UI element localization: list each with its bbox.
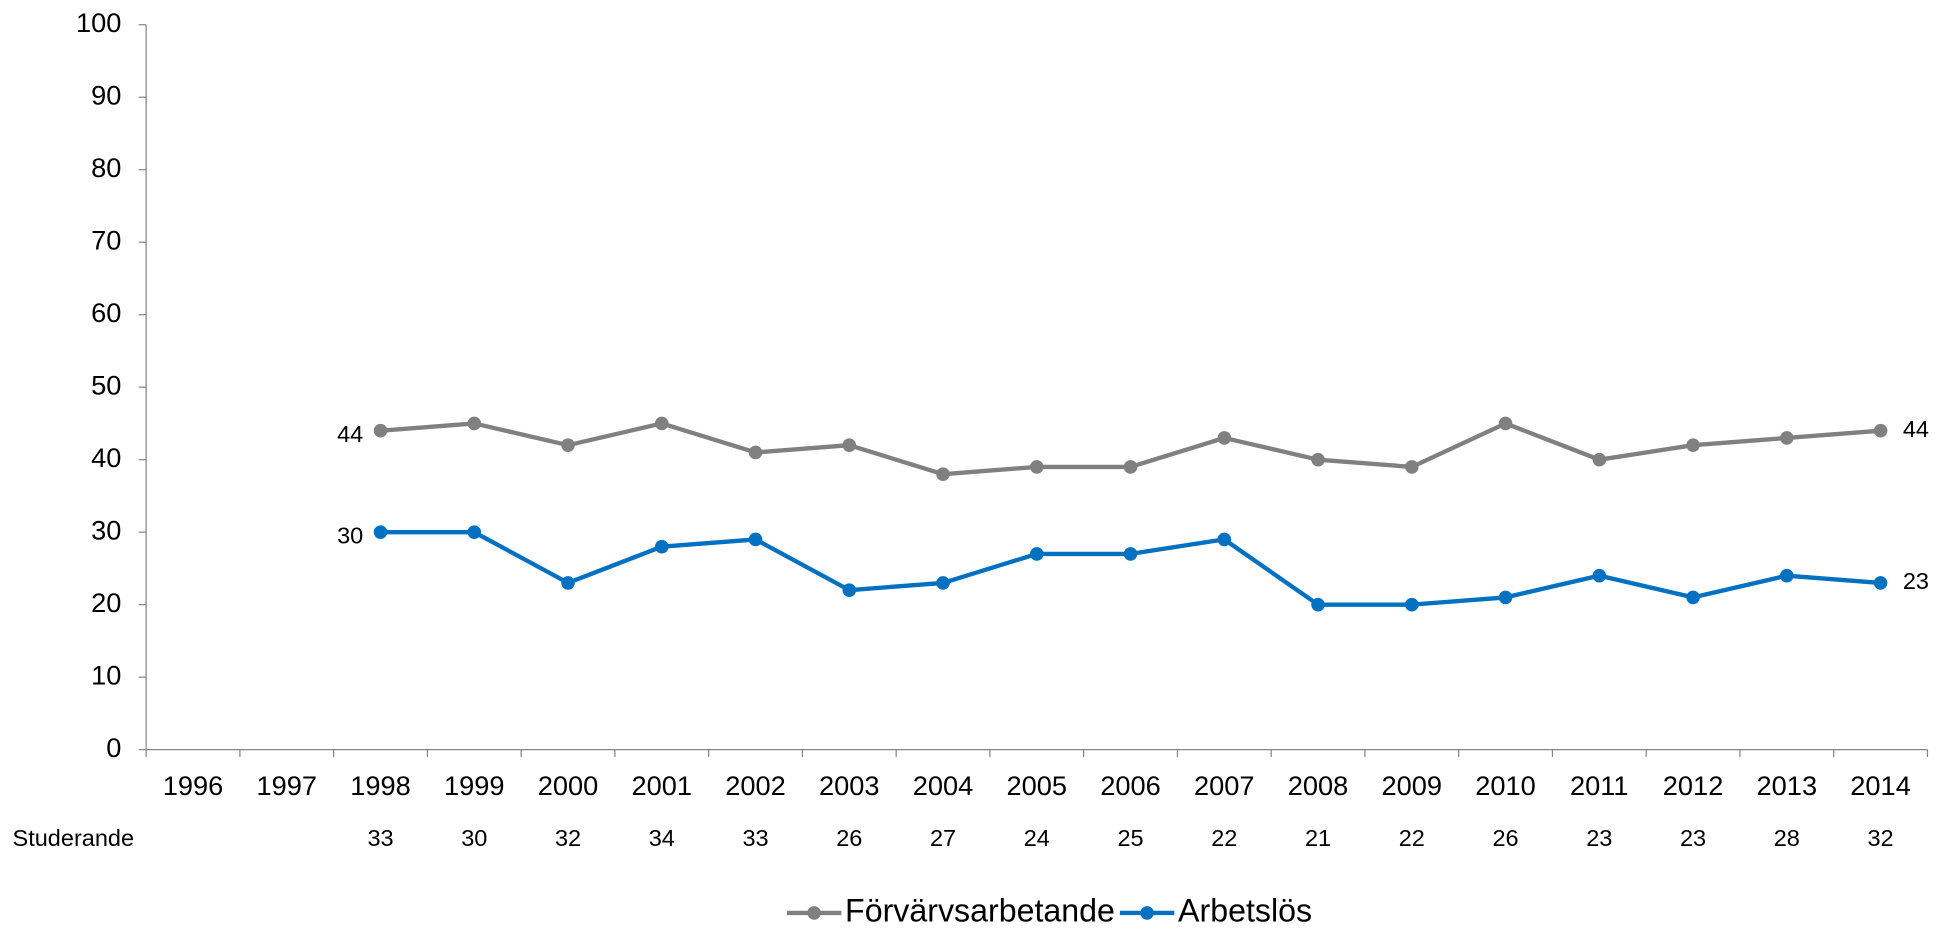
y-tick-label: 60 xyxy=(91,297,121,328)
table-cell: 34 xyxy=(649,825,675,851)
point xyxy=(1592,452,1607,467)
x-tick-label: 2009 xyxy=(1382,770,1443,801)
point xyxy=(1311,597,1325,612)
table-cell: 27 xyxy=(930,825,956,851)
y-tick-label: 20 xyxy=(91,587,121,618)
x-tick-label: 1999 xyxy=(444,770,505,801)
y-tick-label: 10 xyxy=(91,659,121,690)
point xyxy=(654,539,669,554)
table-cell: 23 xyxy=(1586,825,1612,851)
x-tick-label: 2014 xyxy=(1850,770,1911,801)
x-tick-label: 2001 xyxy=(632,770,693,801)
x-tick-label: 2004 xyxy=(913,770,974,801)
table-cell: 33 xyxy=(742,825,768,851)
point xyxy=(1311,452,1325,467)
point xyxy=(1686,438,1700,452)
x-tick-label: 2005 xyxy=(1007,770,1068,801)
table-cell: 22 xyxy=(1399,825,1425,851)
y-tick-label: 30 xyxy=(91,514,121,545)
point xyxy=(748,445,763,460)
legend: Förvärvsarbetande Arbetslös xyxy=(786,892,1312,928)
x-tick-label: 2003 xyxy=(819,770,880,801)
table-cell: 22 xyxy=(1211,825,1237,851)
point xyxy=(1217,431,1232,445)
legend-marker xyxy=(1140,906,1154,920)
point xyxy=(467,525,482,539)
point xyxy=(1405,597,1419,612)
point xyxy=(1029,547,1044,561)
point xyxy=(936,467,950,481)
x-tick-label: 1996 xyxy=(163,770,224,801)
data-label: 23 xyxy=(1903,568,1929,594)
legend-marker xyxy=(807,906,821,920)
point xyxy=(1123,460,1138,474)
point xyxy=(748,532,763,547)
point xyxy=(467,416,482,431)
x-tick-label: 2002 xyxy=(725,770,786,801)
point xyxy=(1405,460,1419,474)
table-cell: 33 xyxy=(367,825,393,851)
point xyxy=(1498,416,1513,431)
y-tick-label: 50 xyxy=(91,369,121,400)
data-label: 44 xyxy=(1903,416,1929,442)
data-label: 30 xyxy=(337,522,363,548)
table-cell: 32 xyxy=(1868,825,1894,851)
legend-label: Förvärvsarbetande xyxy=(845,892,1115,928)
y-tick-label: 0 xyxy=(106,732,121,763)
table-cell: 25 xyxy=(1117,825,1143,851)
y-tick-label: 80 xyxy=(91,152,121,183)
point xyxy=(1873,423,1888,438)
table-cell: 26 xyxy=(1492,825,1518,851)
table-cell: 30 xyxy=(461,825,487,851)
x-tick-label: 2000 xyxy=(538,770,599,801)
data-label: 44 xyxy=(337,421,363,447)
x-tick-label: 2007 xyxy=(1194,770,1255,801)
point xyxy=(1498,590,1513,605)
table-row-label: Studerande xyxy=(13,825,135,851)
point xyxy=(561,576,575,590)
point xyxy=(1780,431,1794,445)
table-cell: 23 xyxy=(1680,825,1706,851)
y-tick-label: 90 xyxy=(91,79,121,110)
x-tick-label: 2006 xyxy=(1100,770,1161,801)
point xyxy=(373,525,388,539)
table-cell: 26 xyxy=(836,825,862,851)
x-tick-label: 2011 xyxy=(1570,770,1628,801)
x-tick-label: 2013 xyxy=(1757,770,1818,801)
point xyxy=(373,423,388,438)
legend-label: Arbetslös xyxy=(1178,892,1312,928)
point xyxy=(654,416,669,431)
point xyxy=(1029,460,1044,474)
series-line xyxy=(380,530,1881,607)
table-cell: 21 xyxy=(1305,825,1331,851)
point xyxy=(1592,568,1607,583)
point xyxy=(1686,590,1700,605)
x-tick-label: 2012 xyxy=(1663,770,1724,801)
table-cell: 32 xyxy=(555,825,581,851)
table-cell: 28 xyxy=(1774,825,1800,851)
y-tick-label: 100 xyxy=(76,7,121,38)
point xyxy=(1873,576,1888,590)
point xyxy=(1780,568,1794,583)
x-tick-label: 1998 xyxy=(350,770,411,801)
x-tick-label: 2008 xyxy=(1288,770,1349,801)
point xyxy=(1123,547,1138,561)
x-tick-label: 2010 xyxy=(1475,770,1536,801)
y-tick-label: 70 xyxy=(91,224,121,255)
table-cell: 24 xyxy=(1024,825,1050,851)
point xyxy=(842,583,857,597)
point xyxy=(936,576,950,590)
point xyxy=(561,438,575,452)
point xyxy=(842,438,857,452)
y-tick-label: 40 xyxy=(91,442,121,473)
point xyxy=(1217,532,1232,547)
x-tick-label: 1997 xyxy=(257,770,318,801)
